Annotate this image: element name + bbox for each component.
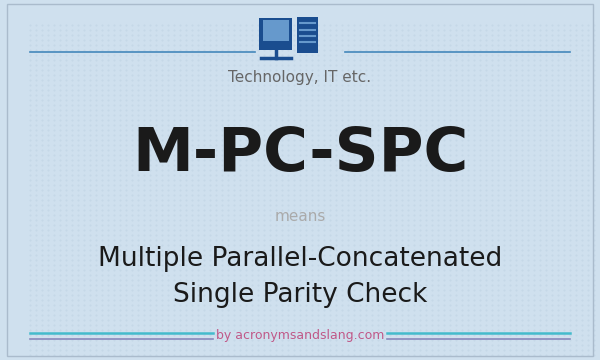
Bar — [297, 17, 318, 53]
Text: Technology, IT etc.: Technology, IT etc. — [229, 70, 371, 85]
Bar — [259, 18, 292, 50]
Text: means: means — [274, 208, 326, 224]
Text: by acronymsandslang.com: by acronymsandslang.com — [216, 329, 384, 342]
Text: M-PC-SPC: M-PC-SPC — [132, 125, 468, 184]
Text: Single Parity Check: Single Parity Check — [173, 282, 427, 308]
Bar — [263, 20, 289, 41]
Text: Multiple Parallel-Concatenated: Multiple Parallel-Concatenated — [98, 246, 502, 272]
